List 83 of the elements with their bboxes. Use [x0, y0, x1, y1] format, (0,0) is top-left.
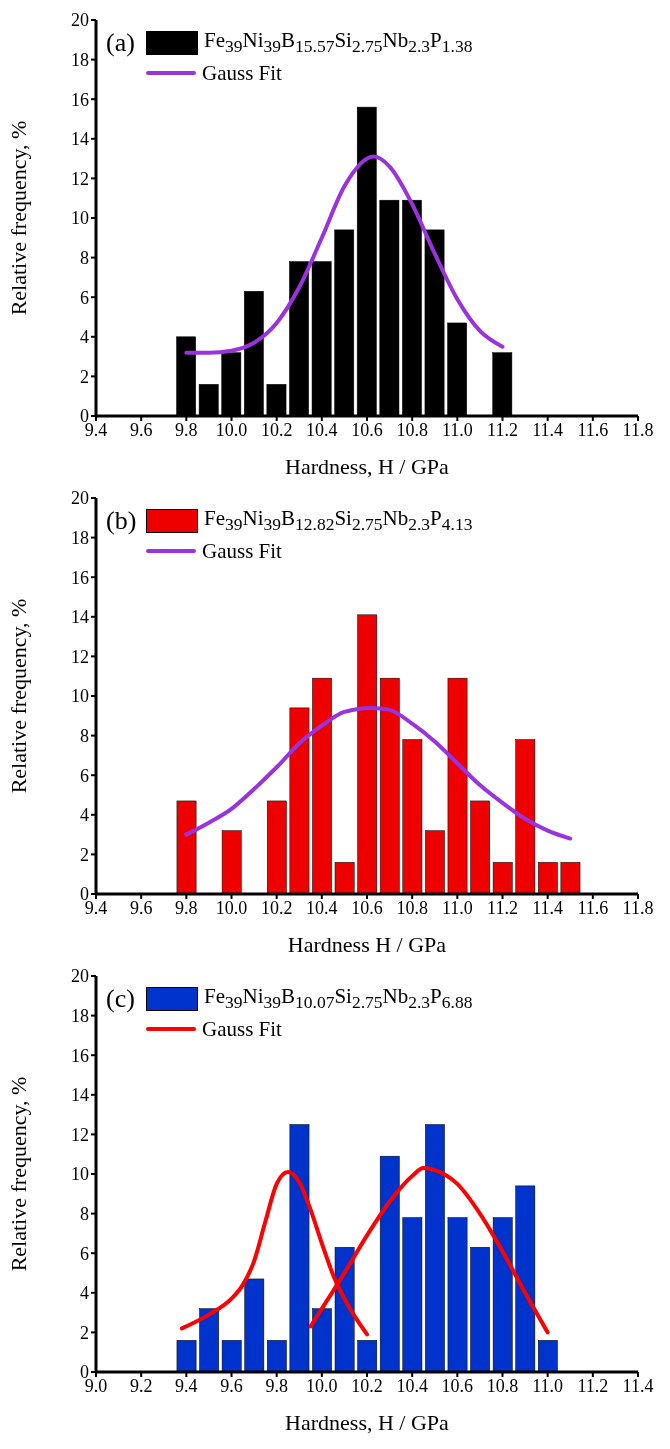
- x-tick-label: 10.2: [260, 419, 293, 440]
- x-tick-label: 11.8: [622, 897, 654, 918]
- x-tick-label: 10.2: [260, 897, 293, 918]
- x-axis-title: Hardness H / GPa: [287, 932, 447, 957]
- y-tick-label: 20: [71, 488, 89, 509]
- y-tick-label: 8: [80, 725, 89, 746]
- y-tick-label: 6: [80, 765, 89, 786]
- y-tick-label: 2: [80, 366, 89, 387]
- x-tick-label: 9.2: [129, 1375, 153, 1396]
- x-tick-label: 10.0: [215, 897, 248, 918]
- x-tick-label: 10.6: [441, 1375, 474, 1396]
- x-tick-label: 11.4: [532, 897, 564, 918]
- x-tick-label: 10.6: [351, 897, 383, 918]
- x-tick-label: 9.8: [175, 897, 198, 918]
- x-tick-label: 10.4: [306, 419, 338, 440]
- x-tick-label: 10.6: [351, 419, 383, 440]
- line-series: [184, 705, 573, 841]
- y-tick-label: 10: [71, 1164, 89, 1185]
- x-tick-label: 10.4: [306, 897, 338, 918]
- x-tick-label: 11.4: [622, 1375, 654, 1396]
- x-tick-label: 10.0: [306, 1375, 338, 1396]
- y-tick-label: 8: [80, 247, 89, 268]
- x-tick-label: 11.8: [622, 419, 654, 440]
- annotation: (c): [106, 984, 135, 1014]
- y-tick-label: 14: [71, 1085, 89, 1106]
- x-tick-label: 9.6: [129, 897, 153, 918]
- x-tick-label: 11.6: [577, 419, 609, 440]
- y-tick-label: 16: [71, 567, 89, 588]
- x-tick-label: 9.8: [175, 419, 198, 440]
- y-tick-label: 16: [71, 1045, 89, 1066]
- x-tick-label: 11.4: [532, 419, 564, 440]
- y-tick-label: 4: [80, 1283, 89, 1304]
- y-tick-label: 16: [71, 89, 89, 110]
- y-tick-label: 12: [71, 646, 89, 667]
- y-tick-label: 20: [71, 966, 89, 987]
- y-tick-label: 12: [71, 168, 89, 189]
- x-axis-title: Hardness, H / GPa: [285, 454, 450, 479]
- y-tick-label: 20: [71, 10, 89, 31]
- x-tick-label: 11.0: [441, 897, 473, 918]
- line-series: [184, 154, 505, 355]
- y-tick-label: 6: [80, 287, 89, 308]
- x-tick-label: 10.8: [486, 1375, 519, 1396]
- y-tick-label: 4: [80, 805, 89, 826]
- y-tick-label: 14: [71, 129, 89, 150]
- legend-label: Gauss Fit: [202, 538, 282, 564]
- x-tick-label: 10.8: [396, 897, 428, 918]
- x-tick-label: 9.6: [129, 419, 153, 440]
- x-tick-label: 10.0: [215, 419, 248, 440]
- x-tick-label: 11.6: [577, 897, 609, 918]
- x-tick-label: 9.8: [265, 1375, 288, 1396]
- y-tick-label: 12: [71, 1124, 89, 1145]
- x-tick-label: 11.0: [441, 419, 473, 440]
- y-tick-label: 4: [80, 327, 89, 348]
- annotation: (b): [106, 506, 137, 536]
- x-tick-label: 10.4: [396, 1375, 428, 1396]
- y-tick-label: 10: [71, 686, 89, 707]
- x-tick-label: 11.0: [532, 1375, 564, 1396]
- y-axis-title: Relative frequency, %: [5, 120, 31, 316]
- y-tick-label: 2: [80, 1322, 89, 1343]
- y-axis-title: Relative frequency, %: [5, 598, 31, 794]
- x-tick-label: 10.8: [396, 419, 428, 440]
- y-tick-label: 18: [71, 1005, 89, 1026]
- y-tick-label: 6: [80, 1243, 89, 1264]
- x-tick-label: 9.4: [175, 1375, 198, 1396]
- y-tick-label: 18: [71, 527, 89, 548]
- y-tick-label: 14: [71, 607, 89, 628]
- legend-label: Gauss Fit: [202, 60, 282, 86]
- x-tick-label: 11.2: [487, 419, 518, 440]
- x-tick-label: 11.2: [487, 897, 518, 918]
- x-tick-label: 9.6: [220, 1375, 243, 1396]
- annotation: (a): [106, 28, 135, 58]
- text: Fe$_{39}$Ni$_{39}$B$_{12.82}$Si$_{2.75}$Nb$_{2.3}$P$_{4.13}$: [204, 506, 473, 535]
- x-axis-title: Hardness, H / GPa: [285, 1410, 450, 1435]
- text: Fe$_{39}$Ni$_{39}$B$_{10.07}$Si$_{2.75}$Nb$_{2.3}$P$_{6.88}$: [204, 984, 473, 1013]
- y-tick-label: 10: [71, 208, 89, 229]
- y-tick-label: 18: [71, 49, 89, 70]
- y-tick-label: 8: [80, 1203, 89, 1224]
- x-tick-label: 11.2: [577, 1375, 609, 1396]
- x-tick-label: 10.2: [351, 1375, 383, 1396]
- y-tick-label: 2: [80, 844, 89, 865]
- text: Fe$_{39}$Ni$_{39}$B$_{15.57}$Si$_{2.75}$Nb$_{2.3}$P$_{1.38}$: [204, 28, 473, 57]
- y-axis-title: Relative frequency, %: [5, 1076, 31, 1272]
- legend-label: Gauss Fit: [202, 1016, 282, 1042]
